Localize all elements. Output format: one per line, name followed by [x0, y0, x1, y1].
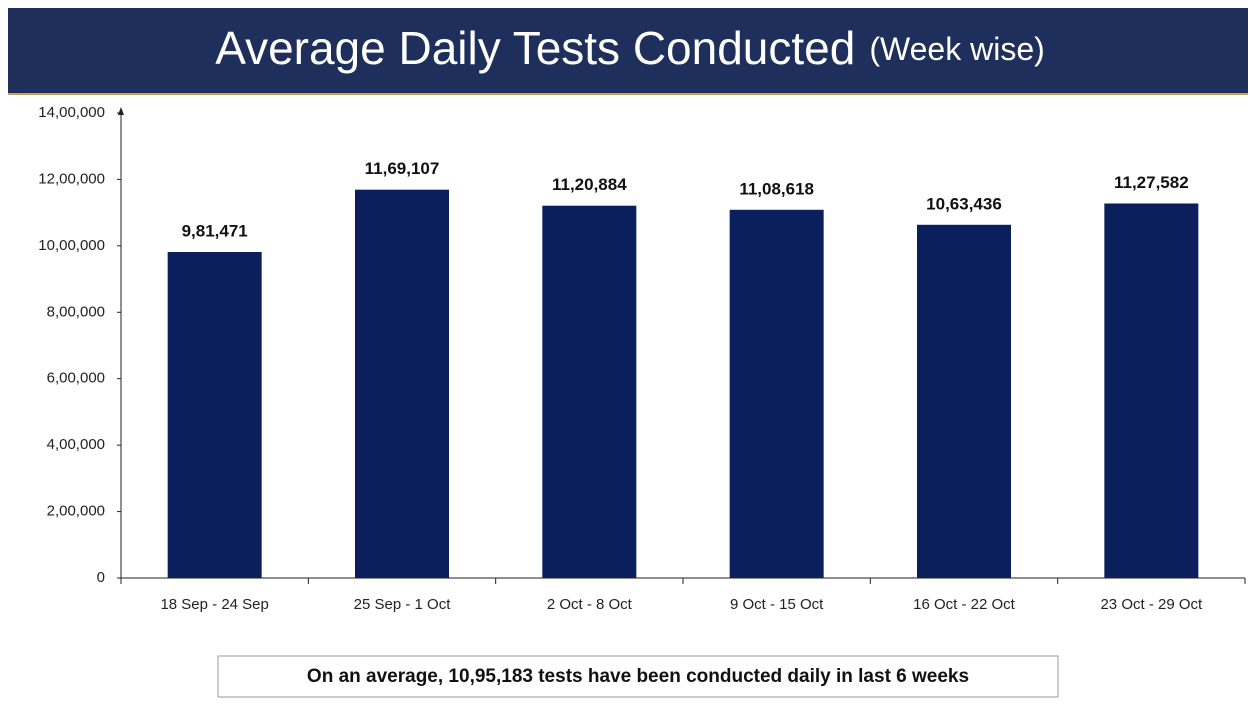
value-label: 11,69,107	[365, 159, 440, 178]
y-tick-label: 4,00,000	[47, 436, 105, 453]
y-tick-label: 2,00,000	[47, 503, 105, 520]
x-tick-label: 2 Oct - 8 Oct	[547, 596, 633, 613]
y-tick-label: 0	[97, 569, 105, 586]
x-tick-label: 16 Oct - 22 Oct	[913, 596, 1016, 613]
bar	[355, 189, 449, 578]
chart-title: Average Daily Tests Conducted	[215, 22, 855, 74]
annotation-box	[217, 655, 1059, 698]
y-tick-label: 14,00,000	[38, 104, 105, 121]
value-label: 11,20,884	[552, 175, 627, 194]
annotation: On an average, 10,95,183 tests have been…	[307, 666, 969, 687]
bar	[542, 205, 637, 578]
x-tick-label: 9 Oct - 15 Oct	[730, 596, 824, 613]
x-tick-label: 18 Sep - 24 Sep	[160, 596, 268, 613]
bar	[167, 252, 262, 578]
value-label: 11,08,618	[739, 179, 814, 198]
y-tick-label: 6,00,000	[47, 370, 105, 387]
value-label: 11,27,582	[1114, 173, 1189, 192]
y-tick-label: 10,00,000	[38, 237, 105, 254]
bar	[1104, 203, 1199, 578]
header-band	[8, 8, 1248, 93]
x-tick-label: 25 Sep - 1 Oct	[354, 596, 452, 613]
value-label: 9,81,471	[182, 221, 248, 240]
bar	[917, 224, 1011, 578]
y-axis-arrow	[118, 107, 124, 115]
header-rule	[8, 93, 1248, 95]
chart-subtitle: (Week wise)	[869, 31, 1044, 67]
x-tick-label: 23 Oct - 29 Oct	[1100, 596, 1203, 613]
value-label: 10,63,436	[926, 194, 1002, 213]
chart-title-group: Average Daily Tests Conducted (Week wise)	[215, 22, 1045, 74]
y-tick-label: 8,00,000	[47, 303, 105, 320]
bar	[729, 209, 824, 578]
y-tick-label: 12,00,000	[38, 170, 105, 187]
